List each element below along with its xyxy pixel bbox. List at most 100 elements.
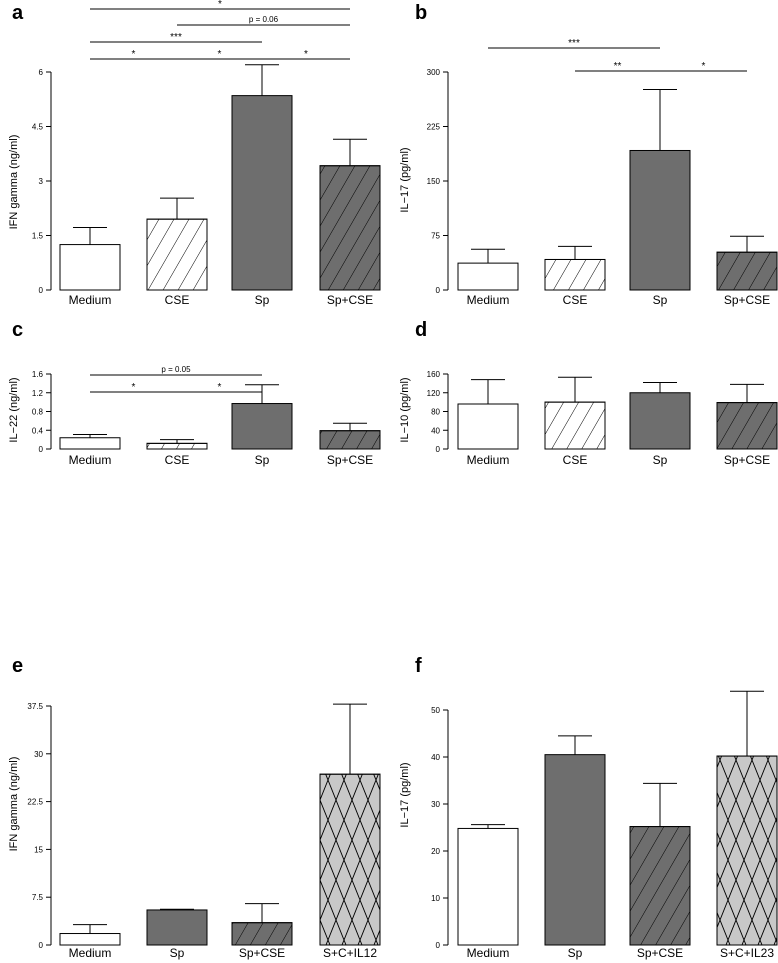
y-axis-label: IL−22 (ng/ml) bbox=[8, 377, 20, 442]
y-tick-label: 6 bbox=[39, 68, 44, 77]
bar-pattern bbox=[716, 402, 778, 450]
y-tick-label: 0 bbox=[39, 941, 44, 950]
y-tick-label: 75 bbox=[431, 232, 440, 241]
chart-c-marks: 0 0.4 0.8 1.2 1.6 p = 0.05 * * bbox=[32, 365, 381, 454]
bar bbox=[59, 437, 121, 450]
y-tick-label: 0 bbox=[436, 286, 441, 295]
significance-label: * bbox=[132, 382, 136, 393]
y-tick-label: 4.5 bbox=[32, 123, 44, 132]
panel-d: d IL−10 (pg/ml) Medium CSE Sp Sp+CSE bbox=[399, 319, 770, 467]
bar-pattern bbox=[319, 430, 381, 450]
y-tick-label: 0 bbox=[436, 445, 441, 454]
y-tick-label: 3 bbox=[39, 177, 44, 186]
y-tick-label: 1.5 bbox=[32, 232, 44, 241]
y-tick-label: 0 bbox=[39, 286, 44, 295]
panel-letter: a bbox=[12, 2, 24, 24]
y-axis-label: IL−17 (pg/ml) bbox=[399, 147, 411, 212]
y-tick-label: 10 bbox=[431, 894, 440, 903]
category-label: Sp+CSE bbox=[637, 946, 683, 960]
category-label: CSE bbox=[563, 453, 588, 467]
bar-pattern bbox=[544, 401, 606, 450]
y-axis-label: IFN gamma (ng/ml) bbox=[8, 757, 20, 852]
y-tick-label: 30 bbox=[34, 750, 43, 759]
category-label: Sp+CSE bbox=[724, 293, 770, 307]
panel-e: e IFN gamma (ng/ml) Medium Sp Sp+CSE S+C… bbox=[8, 655, 377, 960]
chart-a-marks: 01.534.56*p = 0.06**** * * bbox=[32, 0, 381, 295]
bar-pattern bbox=[146, 442, 208, 450]
y-tick-label: 0 bbox=[436, 941, 441, 950]
bar-pattern bbox=[544, 258, 606, 291]
bar bbox=[231, 95, 293, 291]
category-label: Medium bbox=[467, 293, 510, 307]
significance-label: * bbox=[304, 49, 308, 60]
bar bbox=[59, 244, 121, 291]
significance-label: p = 0.06 bbox=[249, 15, 279, 24]
category-label: Sp+CSE bbox=[239, 946, 285, 960]
category-label: Medium bbox=[467, 453, 510, 467]
bar-pattern bbox=[146, 218, 208, 291]
category-label: Medium bbox=[69, 453, 112, 467]
y-tick-label: 150 bbox=[427, 177, 441, 186]
y-tick-label: 50 bbox=[431, 706, 440, 715]
category-label: Sp bbox=[255, 453, 270, 467]
bar bbox=[146, 909, 208, 946]
y-tick-label: 300 bbox=[427, 68, 441, 77]
significance-label: * bbox=[218, 49, 222, 60]
y-tick-label: 0 bbox=[39, 445, 44, 454]
significance-label: ** bbox=[614, 61, 622, 72]
y-tick-label: 20 bbox=[431, 847, 440, 856]
category-label: Medium bbox=[69, 946, 112, 960]
panel-c: c IL−22 (ng/ml) Medium CSE Sp Sp+CSE bbox=[8, 319, 373, 467]
category-label: CSE bbox=[165, 453, 190, 467]
category-label: Sp+CSE bbox=[724, 453, 770, 467]
y-tick-label: 40 bbox=[431, 753, 440, 762]
chart-d-marks: 0 40 80 120 160 bbox=[427, 370, 778, 454]
category-label: Sp bbox=[568, 946, 583, 960]
bar-pattern bbox=[319, 165, 381, 291]
bar bbox=[457, 827, 519, 946]
y-tick-label: 80 bbox=[431, 408, 440, 417]
bar bbox=[629, 149, 691, 291]
panel-letter: f bbox=[415, 655, 422, 677]
category-label: Medium bbox=[69, 293, 112, 307]
y-tick-label: 40 bbox=[431, 426, 440, 435]
category-label: Sp+CSE bbox=[327, 293, 373, 307]
category-label: CSE bbox=[563, 293, 588, 307]
chart-f-marks: 0 10 20 30 40 50 bbox=[431, 690, 778, 950]
category-label: Medium bbox=[467, 946, 510, 960]
category-label: Sp bbox=[255, 293, 270, 307]
significance-label: p = 0.05 bbox=[161, 365, 191, 374]
bar bbox=[457, 403, 519, 450]
significance-label: * bbox=[218, 382, 222, 393]
y-tick-label: 225 bbox=[427, 123, 441, 132]
y-tick-label: 37.5 bbox=[27, 702, 43, 711]
category-label: Sp bbox=[653, 453, 668, 467]
bar bbox=[544, 754, 606, 946]
bar bbox=[59, 933, 121, 946]
significance-label: * bbox=[218, 0, 222, 10]
panel-letter: b bbox=[415, 2, 427, 24]
y-axis-label: IL−10 (pg/ml) bbox=[399, 377, 411, 442]
y-tick-label: 1.6 bbox=[32, 370, 44, 379]
y-tick-label: 30 bbox=[431, 800, 440, 809]
y-tick-label: 0.8 bbox=[32, 408, 44, 417]
y-axis-label: IFN gamma (ng/ml) bbox=[8, 135, 20, 230]
panel-letter: d bbox=[415, 319, 427, 341]
chart-e-marks: 0 7.5 15 22.5 30 37.5 bbox=[27, 702, 381, 950]
y-tick-label: 0.4 bbox=[32, 426, 44, 435]
significance-label: *** bbox=[568, 38, 580, 49]
bar bbox=[231, 403, 293, 450]
category-label: Sp bbox=[653, 293, 668, 307]
panel-b: b IL−17 (pg/ml) Medium CSE Sp Sp+CSE bbox=[399, 2, 770, 307]
y-axis-label: IL−17 (pg/ml) bbox=[399, 762, 411, 827]
panel-letter: e bbox=[12, 655, 23, 677]
category-label: S+C+IL12 bbox=[323, 946, 377, 960]
category-label: CSE bbox=[165, 293, 190, 307]
significance-label: *** bbox=[170, 32, 182, 43]
significance-label: * bbox=[702, 61, 706, 72]
y-tick-label: 160 bbox=[427, 370, 441, 379]
bar bbox=[457, 262, 519, 291]
bar-pattern bbox=[319, 773, 381, 946]
